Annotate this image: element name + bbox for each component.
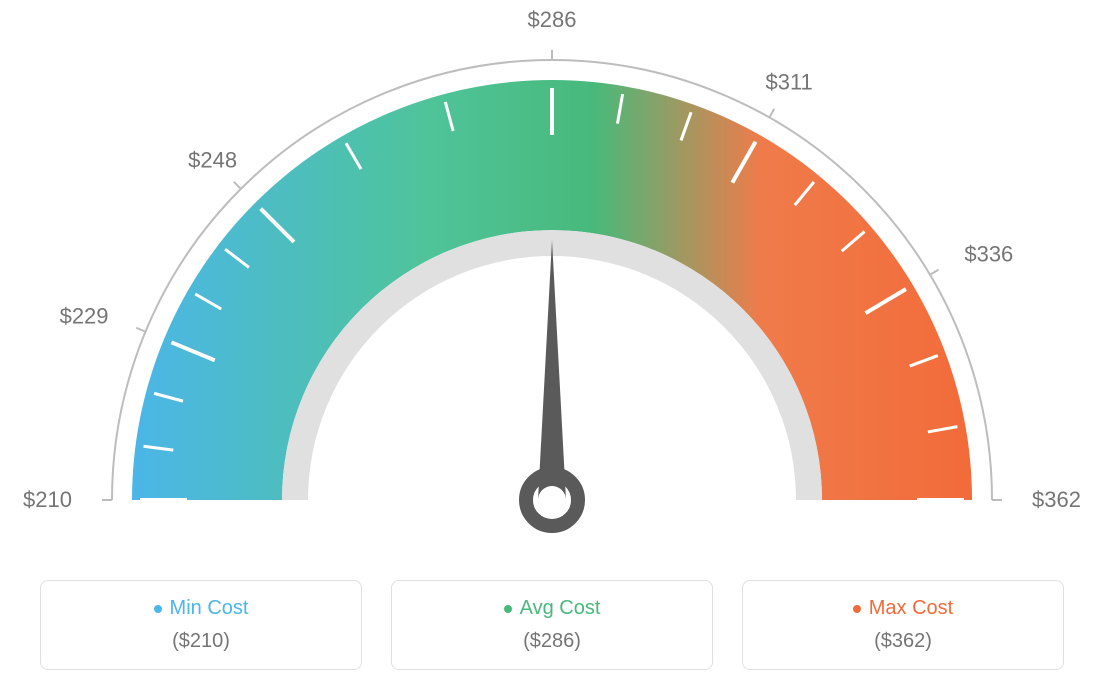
svg-text:$286: $286 (528, 7, 577, 32)
svg-text:$336: $336 (964, 241, 1013, 266)
svg-text:$210: $210 (23, 487, 72, 512)
legend-label-max: Max Cost (853, 597, 953, 620)
gauge-svg: $210 $229 $248 $286 $311 $336 $362 (0, 0, 1104, 560)
legend-row: Min Cost ($210) Avg Cost ($286) Max Cost… (0, 580, 1104, 670)
legend-label-min: Min Cost (154, 597, 249, 620)
legend-card-min: Min Cost ($210) (40, 580, 362, 670)
legend-value-max: ($362) (743, 630, 1063, 653)
legend-value-min: ($210) (41, 630, 361, 653)
svg-text:$311: $311 (765, 70, 812, 95)
legend-text-min: Min Cost (170, 597, 249, 620)
svg-text:$229: $229 (60, 303, 109, 328)
svg-text:$248: $248 (188, 148, 237, 173)
legend-card-max: Max Cost ($362) (742, 580, 1064, 670)
legend-dot-max (853, 605, 861, 613)
gauge-area: $210 $229 $248 $286 $311 $336 $362 (0, 0, 1104, 560)
legend-value-avg: ($286) (392, 630, 712, 653)
cost-gauge-chart: $210 $229 $248 $286 $311 $336 $362 Min Cost ($… (0, 0, 1104, 690)
legend-text-avg: Avg Cost (520, 597, 601, 620)
svg-text:$362: $362 (1032, 487, 1081, 512)
legend-dot-avg (504, 605, 512, 613)
legend-text-max: Max Cost (869, 597, 953, 620)
legend-dot-min (154, 605, 162, 613)
legend-label-avg: Avg Cost (504, 597, 601, 620)
legend-card-avg: Avg Cost ($286) (391, 580, 713, 670)
